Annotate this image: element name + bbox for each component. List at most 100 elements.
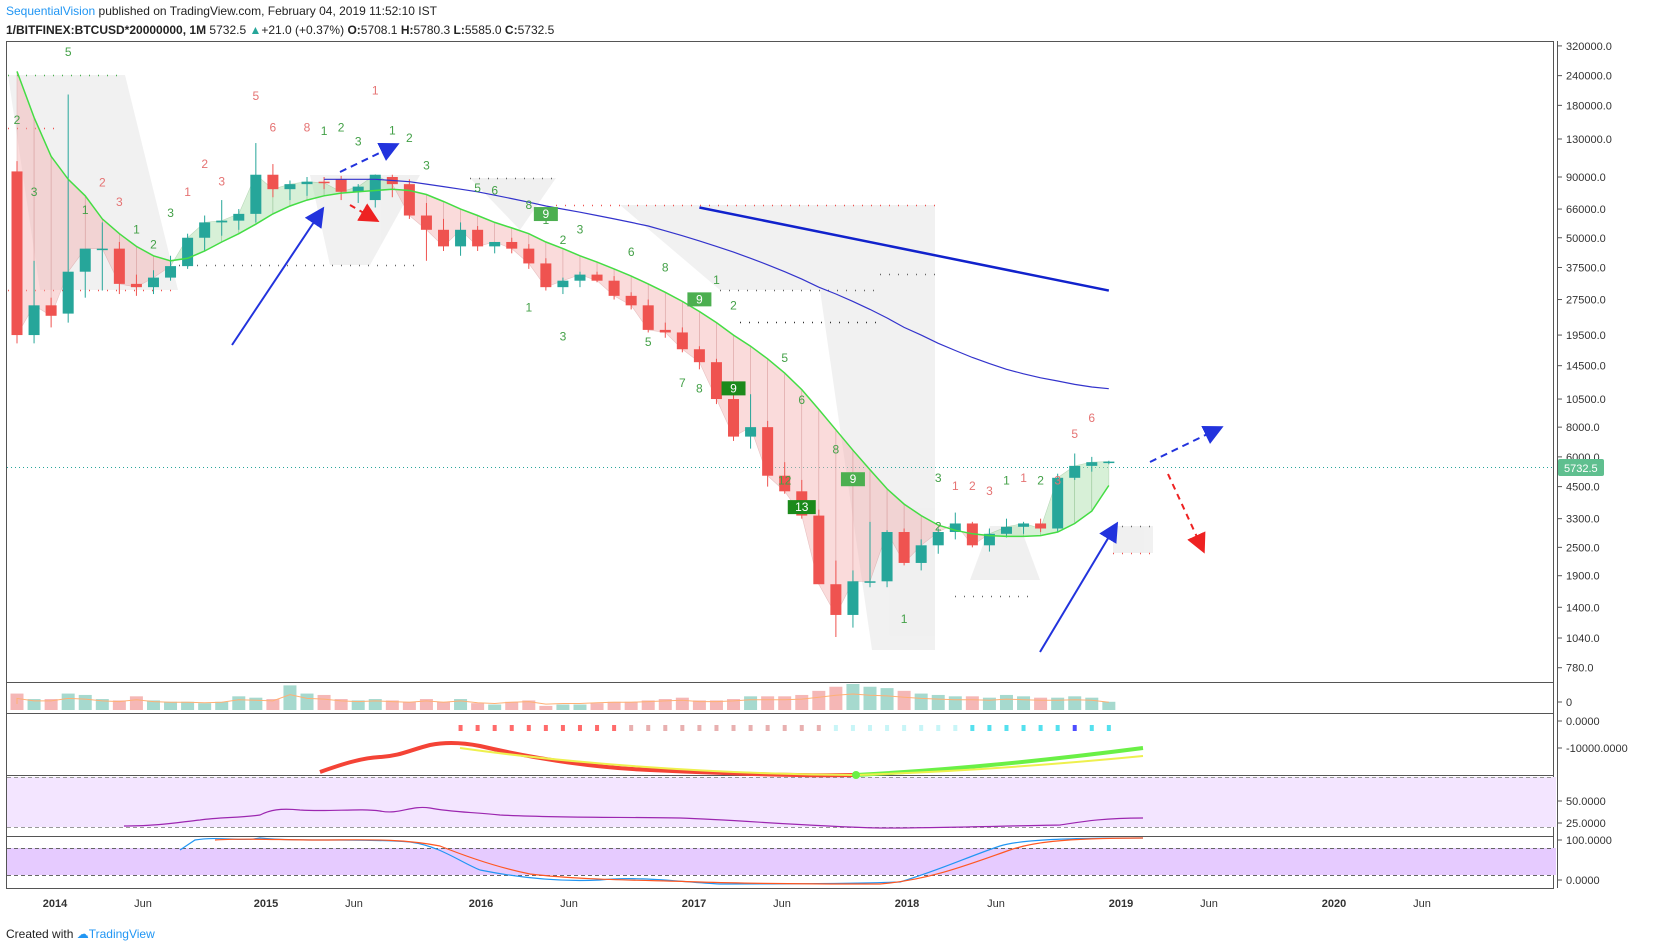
td-count-label: 1 [321, 124, 328, 138]
volume-bar [522, 700, 536, 710]
td-count-label: 1 [952, 479, 959, 493]
volume-bar [112, 700, 126, 710]
time-axis-label: 2019 [1109, 898, 1133, 910]
published-text: published on TradingView.com, February 0… [98, 4, 437, 18]
time-axis-label: Jun [987, 898, 1005, 910]
candle-body [28, 305, 40, 336]
footer: Created with ☁TradingView [6, 927, 155, 941]
volume-bar [351, 700, 365, 710]
td-count-label: 2 [406, 131, 413, 145]
momentum-dot [458, 725, 463, 731]
td-count-label: 6 [798, 393, 805, 407]
td-count-label: 2 [150, 238, 157, 252]
candle-body [284, 184, 296, 190]
td-count-box [687, 292, 712, 307]
volume-bar [539, 705, 553, 710]
price-axis-label: 50000.0 [1566, 233, 1606, 245]
volume-bar [880, 688, 894, 710]
momentum-dot [885, 725, 890, 731]
rsi-line [123, 806, 1144, 829]
time-axis[interactable]: 2014 Jun 2015 Jun 2016 Jun 2017 Jun 2018 Jun 2019 J… [43, 898, 1431, 910]
momentum-line-green [855, 746, 1144, 777]
momentum-dot [1055, 725, 1060, 731]
publish-line: SequentialVision published on TradingVie… [6, 2, 554, 21]
price-axis-label: 320000.0 [1566, 41, 1612, 53]
mid-ma-line [324, 178, 1109, 390]
momentum-axis-label: 0.0000 [1566, 716, 1600, 728]
volume-bar [914, 693, 928, 710]
time-axis-label: Jun [560, 898, 578, 910]
volume-bar [897, 690, 911, 710]
price-axis-label: 14500.0 [1566, 361, 1606, 373]
price-axis-label: 37500.0 [1566, 262, 1606, 274]
td-count-label: 8 [662, 261, 669, 275]
indicator-axes: 0.0000 -10000.0000 50.0000 25.0000 100.0000 0… [1557, 716, 1628, 887]
momentum-signal-line [459, 747, 1144, 777]
momentum-dot [612, 725, 617, 731]
volume-bar [590, 703, 604, 710]
td-count-label: 5 [65, 45, 72, 59]
volume-bar [863, 686, 877, 710]
volume-bar [573, 704, 587, 710]
td-count-label: 6 [1088, 411, 1095, 425]
price-axis-label: 240000.0 [1566, 71, 1612, 83]
symbol-label: 1/BITFINEX:BTCUSD*20000000, 1M [6, 23, 207, 37]
candle-body [489, 241, 501, 247]
td-count-label: 1 [525, 300, 532, 314]
td-count-label: 2 [969, 479, 976, 493]
td-count-label: 3 [355, 135, 362, 149]
price-axis-label: 780.0 [1566, 663, 1594, 675]
td-count-label: 1 [389, 123, 396, 137]
momentum-dot [560, 725, 565, 731]
fast-ma-line [16, 71, 1110, 538]
td-count-box [840, 472, 865, 487]
candle-body [165, 266, 177, 278]
volume-bar [692, 700, 706, 710]
candle-body [233, 213, 245, 221]
candle-body [881, 532, 893, 582]
momentum-dot [1038, 725, 1043, 731]
td-count-label: 8 [525, 198, 532, 212]
candle-body [147, 277, 159, 288]
td-count-label: 5 [1071, 427, 1078, 441]
volume-bar [471, 703, 485, 710]
rsi-axis-label: 25.0000 [1566, 818, 1606, 830]
volume-bar [1068, 696, 1082, 710]
volume-bar [181, 701, 195, 710]
publisher-name[interactable]: SequentialVision [6, 4, 96, 18]
high-label: H: [400, 23, 414, 37]
volume-bar [709, 700, 723, 710]
candle-body [369, 174, 381, 201]
tradingview-brand[interactable]: TradingView [88, 927, 155, 941]
td-count-box [787, 500, 816, 515]
volume-bar [624, 701, 638, 710]
volume-bar [454, 699, 468, 710]
candle-body [455, 229, 467, 247]
candle-body [625, 295, 637, 306]
annotations [231, 142, 1224, 653]
last-price: 5732.5 [209, 23, 247, 37]
momentum-dot [543, 725, 548, 731]
volume-bar [419, 699, 433, 710]
volume-bar [1051, 697, 1065, 710]
price-axis-label: 90000.0 [1566, 172, 1606, 184]
red-dashed-arrow-2015 [349, 203, 380, 222]
momentum-dot [595, 725, 600, 731]
td-count-label: 2 [730, 298, 737, 312]
price-axis-label: 8000.0 [1566, 422, 1600, 434]
td-count-label: 1 [372, 83, 379, 97]
td-count-label: 5 [474, 181, 481, 195]
candle-body [1086, 462, 1098, 466]
volume-bar [1085, 697, 1099, 710]
td-count-box-label: 9 [730, 381, 737, 395]
momentum-dot [936, 725, 941, 731]
price-axis-label: 180000.0 [1566, 100, 1612, 112]
price-axis[interactable]: 320000.0 240000.0 180000.0 130000.0 90000.0 6… [1557, 41, 1612, 709]
candle-body [79, 248, 91, 272]
td-count-box-label: 9 [696, 292, 703, 306]
volume-bar [982, 697, 996, 710]
volume-bar [249, 697, 263, 710]
time-axis-label: 2020 [1322, 898, 1346, 910]
volume-bar [761, 696, 775, 710]
